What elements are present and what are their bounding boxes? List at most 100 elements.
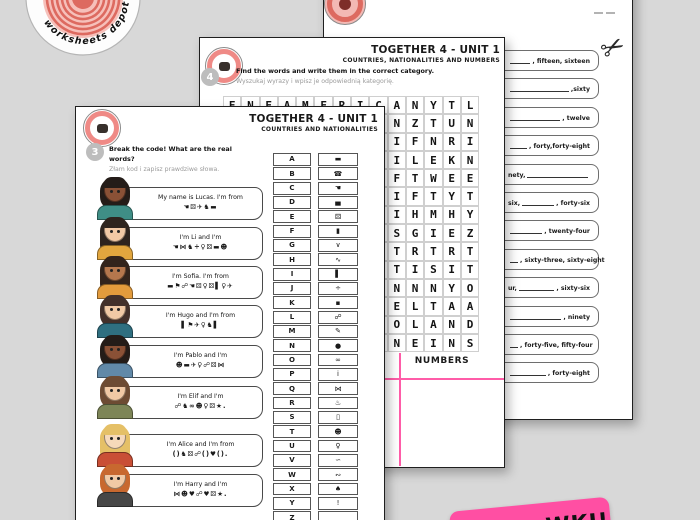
word-search-cell: T [460,187,480,206]
avatar-eyes [110,437,113,440]
speech-text: I'm Alice and I'm from [166,441,235,448]
code-letter-cell: J [273,281,311,295]
code-symbol-cell: i [318,367,358,381]
code-symbol-cell: ☚ [318,181,358,195]
code-symbol-cell: ☎ [318,167,358,181]
code-symbol-cell: ✎ [318,324,358,338]
code-letter-cell: Z [273,511,311,520]
word-search-cell: S [387,224,406,243]
word-search-cell: T [405,169,425,188]
word-search-cell: N [405,96,425,115]
word-search-cell: Y [424,96,443,115]
code-letter-cell: C [273,181,311,195]
word-search-cell: N [387,114,406,133]
code-letter-cell: S [273,410,311,424]
code-letter-cell: F [273,224,311,238]
code-letter-cell: M [273,324,311,338]
avatar-fringe [103,256,127,267]
word-search-cell: L [405,315,425,334]
speech-bubble: I'm Elif and I'm ☍♞∞☻♀⚄★. [116,386,263,419]
word-search-cell: Z [405,114,425,133]
word-search-cell: O [387,315,406,334]
code-letter-cell: N [273,339,311,353]
avatar-hugo [94,292,136,338]
code-symbol-cell: ∾ [318,468,358,482]
character-row: My name is Lucas. I'm from ☚⚄✈♞▬ [94,173,286,220]
code-symbol-cell: ! [318,496,358,510]
word-search-cell: L [460,96,480,115]
word-search-cell: N [442,315,461,334]
avatar-lucas [94,174,136,220]
avatar-sofia [94,253,136,299]
word-search-cell: N [424,278,443,298]
word-search-cell: R [442,242,461,261]
word-search-cell: L [405,150,425,170]
answer-blank-line [518,290,555,292]
speech-text: I'm Pablo and I'm [173,352,228,359]
speech-bubble: I'm Alice and I'm from ()♞⚄☍()♥(). [116,434,263,467]
speech-text: I'm Sofia. I'm from [172,273,229,280]
word-search-cell: I [387,205,406,225]
avatar-eyes [110,389,113,392]
code-symbol-cell: ▯ [318,410,358,424]
word-search-cell: D [460,315,480,334]
code-letter-cell: B [273,167,311,181]
logo-core-icon [96,123,108,133]
word-search-cell: E [442,169,461,188]
word-search-cell: T [424,187,443,206]
avatar-eyes [110,477,113,480]
answer-blank-line [510,63,531,64]
code-letter-cell: R [273,396,311,410]
answer-blank-line [510,148,527,150]
number-text-fragment: , sixty-three, sixty-eight [520,256,605,264]
word-search-cell: T [424,242,443,261]
word-search-cell: S [424,260,443,279]
code-symbol-cell: ∞ [318,353,358,367]
speech-text: I'm Harry and I'm [173,481,228,488]
number-text-fragment: six, [508,199,521,207]
word-search-cell: T [460,242,480,261]
logo-ring [327,0,363,22]
instruction-polish: Złam kod i zapisz prawdziwe słowa. [109,165,220,173]
instruction-polish: Wyszukaj wyrazy i wpisz je odpowiednią k… [236,77,394,85]
worksheets-depot-stamp: worksheets depot [25,0,141,57]
number-text-fragment: , fifteen, sixteen [532,58,590,65]
page-title: TOGETHER 4 - UNIT 1 [371,44,500,56]
code-symbol-cell: ☍ [318,310,358,324]
code-letter-cell: E [273,210,311,224]
word-search-cell: N [424,132,443,151]
avatar-fringe [103,335,127,346]
word-search-cell: A [424,315,443,334]
number-text-fragment: ,sixty [570,86,590,94]
code-letter-cell: G [273,238,311,252]
avatar-eyes [110,308,113,311]
coded-word: ▬⚑☍☚⚄♀⚄▌♀✈ [167,282,234,290]
answer-blank-line [510,261,518,263]
number-text-fragment: , twenty-four [544,228,590,236]
answer-blank-line [510,233,543,235]
avatar-fringe [103,464,127,475]
coded-word: ☍♞∞☻♀⚄★. [174,402,227,410]
word-search-cell: E [405,333,425,353]
word-search-cell: Z [460,224,480,243]
avatar-elif [94,373,136,419]
code-symbol-cell: ∿ [318,253,358,267]
word-search-cell: N [442,333,461,353]
word-search-cell: I [442,260,461,279]
instruction-english: Find the words and write them in the cor… [236,67,435,75]
answer-blank-line [527,176,588,178]
coded-word: ▌⚑✈♀♞▌ [181,321,220,329]
coded-word: ()♞⚄☍()♥(). [172,450,229,458]
number-text-fragment: , sixty-six [556,285,590,293]
answer-blank-line [510,375,546,377]
word-search-cell: N [460,114,480,133]
word-search-cell: N [387,278,406,298]
avatar-harry [94,461,136,507]
number-text-fragment: , forty-eight [547,370,590,378]
character-row: I'm Hugo and I'm from ▌⚑✈♀♞▌ [94,291,286,338]
character-row: I'm Pablo and I'm ☻▬✈♀☍⚄⋈ [94,331,286,378]
speech-bubble: I'm Sofia. I'm from ▬⚑☍☚⚄♀⚄▌♀✈ [116,266,263,299]
instruction-english: Break the code! What are the real words? [109,145,232,163]
coded-word: ☻▬✈♀☍⚄⋈ [175,361,226,369]
coded-word: ☚⚄✈♞▬ [183,203,218,211]
